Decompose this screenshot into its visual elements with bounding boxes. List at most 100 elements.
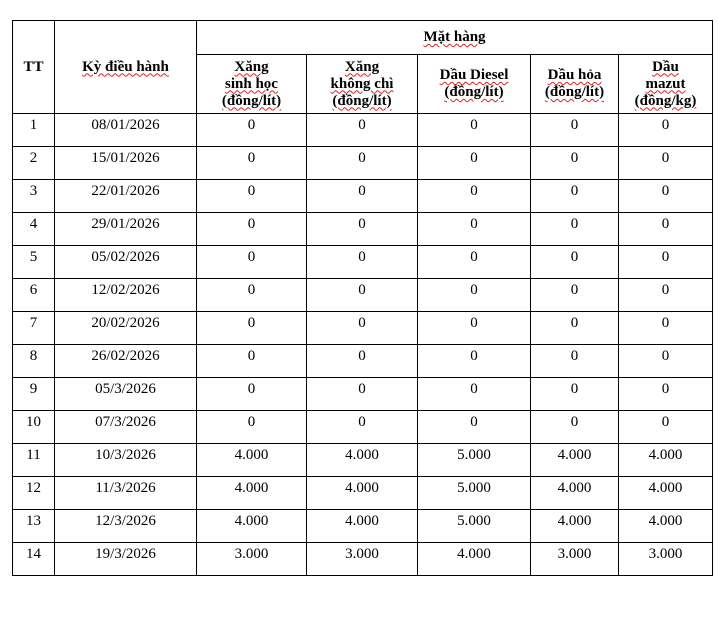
table-cell: 4.000: [196, 509, 307, 543]
table-cell: 0: [196, 146, 307, 180]
header-col: Dầu hỏa (đồng/lít): [530, 54, 619, 114]
table-cell: 0: [196, 113, 307, 147]
table-cell: 0: [618, 179, 713, 213]
table-row: 8 26/02/2026 0 0 0 0 0: [12, 344, 713, 378]
table-cell: 20/02/2026: [54, 311, 197, 345]
table-cell: 15/01/2026: [54, 146, 197, 180]
table-row: 2 15/01/2026 0 0 0 0 0: [12, 146, 713, 180]
table-cell: 0: [618, 344, 713, 378]
header-col: Xăng sinh học (đồng/lít): [196, 54, 307, 114]
table-cell: 4.000: [618, 476, 713, 510]
table-cell: 4.000: [306, 443, 418, 477]
table-cell: 4: [12, 212, 55, 246]
header-col: Xăng không chì (đồng/lít): [306, 54, 418, 114]
table-cell: 0: [618, 212, 713, 246]
table-cell: 3.000: [530, 542, 619, 576]
table-cell: 0: [306, 377, 418, 411]
table-cell: 0: [196, 311, 307, 345]
table-cell: 0: [530, 311, 619, 345]
table-cell: 0: [618, 113, 713, 147]
table-cell: 0: [618, 245, 713, 279]
table-cell: 05/3/2026: [54, 377, 197, 411]
header-group: Mặt hàng: [196, 20, 713, 55]
table-cell: 4.000: [306, 476, 418, 510]
table-cell: 0: [618, 278, 713, 312]
table-cell: 1: [12, 113, 55, 147]
table-cell: 4.000: [530, 443, 619, 477]
table-cell: 12/02/2026: [54, 278, 197, 312]
table-cell: 0: [306, 344, 418, 378]
table-row: 14 19/3/2026 3.000 3.000 4.000 3.000 3.000: [12, 542, 713, 576]
table-row: 11 10/3/2026 4.000 4.000 5.000 4.000 4.000: [12, 443, 713, 477]
table-cell: 0: [196, 278, 307, 312]
table-row: 7 20/02/2026 0 0 0 0 0: [12, 311, 713, 345]
table-cell: 5.000: [417, 509, 531, 543]
table-cell: 0: [196, 212, 307, 246]
table-cell: 3.000: [196, 542, 307, 576]
table-cell: 0: [196, 344, 307, 378]
table-cell: 3.000: [618, 542, 713, 576]
table-cell: 0: [306, 278, 418, 312]
header-tt: TT: [12, 20, 55, 114]
table-cell: 4.000: [618, 509, 713, 543]
table-cell: 0: [530, 113, 619, 147]
table-cell: 0: [306, 311, 418, 345]
table-cell: 0: [196, 377, 307, 411]
table-cell: 0: [618, 311, 713, 345]
table-cell: 0: [417, 410, 531, 444]
table-cell: 0: [417, 344, 531, 378]
table-cell: 4.000: [530, 509, 619, 543]
table-cell: 29/01/2026: [54, 212, 197, 246]
table-cell: 05/02/2026: [54, 245, 197, 279]
table-row: 9 05/3/2026 0 0 0 0 0: [12, 377, 713, 411]
table-cell: 0: [196, 410, 307, 444]
table-cell: 0: [417, 146, 531, 180]
table-cell: 5: [12, 245, 55, 279]
table-cell: 0: [306, 212, 418, 246]
table-cell: 4.000: [417, 542, 531, 576]
table-cell: 0: [306, 410, 418, 444]
table-cell: 10/3/2026: [54, 443, 197, 477]
price-table: TT Kỳ điều hành Mặt hàng Xăng sinh học (đồ…: [12, 20, 713, 576]
table-cell: 3.000: [306, 542, 418, 576]
table-cell: 10: [12, 410, 55, 444]
table-cell: 11/3/2026: [54, 476, 197, 510]
table-row: 10 07/3/2026 0 0 0 0 0: [12, 410, 713, 444]
table-cell: 12/3/2026: [54, 509, 197, 543]
table-row: 6 12/02/2026 0 0 0 0 0: [12, 278, 713, 312]
table-cell: 6: [12, 278, 55, 312]
table-cell: 0: [306, 179, 418, 213]
table-cell: 0: [417, 245, 531, 279]
table-cell: 0: [417, 311, 531, 345]
table-cell: 3: [12, 179, 55, 213]
table-cell: 0: [530, 377, 619, 411]
table-cell: 08/01/2026: [54, 113, 197, 147]
table-cell: 7: [12, 311, 55, 345]
table-cell: 11: [12, 443, 55, 477]
table-cell: 0: [417, 113, 531, 147]
table-cell: 22/01/2026: [54, 179, 197, 213]
table-row: 3 22/01/2026 0 0 0 0 0: [12, 179, 713, 213]
table-row: 12 11/3/2026 4.000 4.000 5.000 4.000 4.000: [12, 476, 713, 510]
table-row: 4 29/01/2026 0 0 0 0 0: [12, 212, 713, 246]
table-cell: 4.000: [306, 509, 418, 543]
table-cell: 0: [196, 179, 307, 213]
table-cell: 13: [12, 509, 55, 543]
table-cell: 0: [618, 377, 713, 411]
header-col: Dầu mazut (đồng/kg): [618, 54, 713, 114]
table-cell: 8: [12, 344, 55, 378]
table-cell: 0: [417, 278, 531, 312]
table-cell: 12: [12, 476, 55, 510]
table-cell: 5.000: [417, 476, 531, 510]
table-cell: 4.000: [618, 443, 713, 477]
table-cell: 2: [12, 146, 55, 180]
table-cell: 0: [618, 410, 713, 444]
table-row: 13 12/3/2026 4.000 4.000 5.000 4.000 4.000: [12, 509, 713, 543]
table-cell: 0: [306, 245, 418, 279]
table-cell: 4.000: [196, 443, 307, 477]
table-row: 1 08/01/2026 0 0 0 0 0: [12, 113, 713, 147]
table-cell: 0: [417, 179, 531, 213]
header-col: Dầu Diesel (đồng/lít): [417, 54, 531, 114]
table-cell: 0: [530, 212, 619, 246]
table-cell: 19/3/2026: [54, 542, 197, 576]
